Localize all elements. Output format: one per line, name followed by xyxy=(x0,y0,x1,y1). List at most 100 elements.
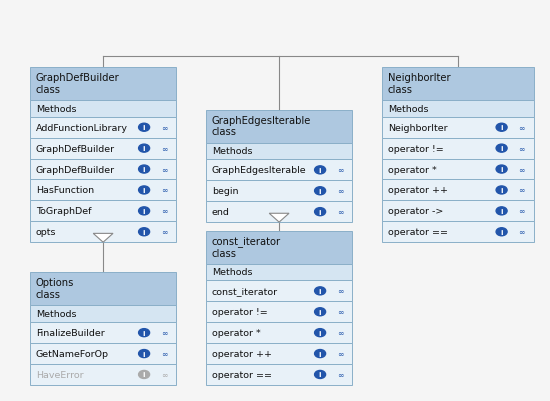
Text: i: i xyxy=(143,372,145,377)
Text: operator ++: operator ++ xyxy=(388,186,448,195)
Circle shape xyxy=(139,124,150,132)
Text: i: i xyxy=(500,188,503,193)
Text: i: i xyxy=(143,229,145,235)
Text: ∞: ∞ xyxy=(161,186,167,195)
Text: const_iterator: const_iterator xyxy=(212,287,278,296)
Circle shape xyxy=(496,228,507,236)
Text: ∞: ∞ xyxy=(337,328,343,337)
Bar xyxy=(382,180,534,201)
Polygon shape xyxy=(270,214,289,223)
Text: ∞: ∞ xyxy=(337,349,343,358)
Text: ∞: ∞ xyxy=(337,208,343,217)
Text: GraphDefBuilder: GraphDefBuilder xyxy=(36,144,115,153)
Text: begin: begin xyxy=(212,187,238,196)
Text: GraphDefBuilder
class: GraphDefBuilder class xyxy=(36,73,119,94)
Text: Methods: Methods xyxy=(388,105,428,113)
Bar xyxy=(206,264,352,281)
Circle shape xyxy=(315,308,326,316)
Text: ∞: ∞ xyxy=(337,287,343,296)
Text: GraphEdgesIterable
class: GraphEdgesIterable class xyxy=(212,115,311,137)
Circle shape xyxy=(139,207,150,215)
Text: end: end xyxy=(212,208,230,217)
Text: ∞: ∞ xyxy=(518,165,525,174)
Circle shape xyxy=(496,186,507,194)
Circle shape xyxy=(315,166,326,174)
Text: ∞: ∞ xyxy=(337,370,343,379)
Circle shape xyxy=(496,124,507,132)
Text: ∞: ∞ xyxy=(161,207,167,216)
Circle shape xyxy=(496,145,507,153)
Text: ∞: ∞ xyxy=(161,124,167,132)
Text: i: i xyxy=(500,146,503,152)
Bar xyxy=(30,364,176,385)
Text: i: i xyxy=(500,125,503,131)
Text: GetNameForOp: GetNameForOp xyxy=(36,349,109,358)
Bar xyxy=(382,117,534,138)
Bar xyxy=(206,181,352,202)
Text: Options
class: Options class xyxy=(36,277,74,299)
Text: FinalizeBuilder: FinalizeBuilder xyxy=(36,328,104,337)
Circle shape xyxy=(496,166,507,174)
Text: operator ==: operator == xyxy=(212,370,272,379)
Text: Methods: Methods xyxy=(36,310,76,318)
Text: i: i xyxy=(143,146,145,152)
Circle shape xyxy=(139,371,150,379)
Text: AddFunctionLibrary: AddFunctionLibrary xyxy=(36,124,128,132)
Circle shape xyxy=(139,186,150,194)
Text: GraphEdgesIterable: GraphEdgesIterable xyxy=(212,166,306,175)
Bar xyxy=(382,138,534,159)
Text: ∞: ∞ xyxy=(161,144,167,153)
Text: operator !=: operator != xyxy=(388,144,443,153)
Bar xyxy=(206,160,352,181)
Bar xyxy=(382,68,534,101)
Circle shape xyxy=(139,329,150,337)
Bar xyxy=(206,110,352,143)
Circle shape xyxy=(315,350,326,358)
Circle shape xyxy=(139,145,150,153)
Circle shape xyxy=(496,207,507,215)
Text: i: i xyxy=(500,209,503,214)
Text: operator ++: operator ++ xyxy=(212,349,272,358)
Text: NeighborIter
class: NeighborIter class xyxy=(388,73,450,94)
Bar xyxy=(206,322,352,343)
Bar xyxy=(382,222,534,243)
Bar xyxy=(206,281,352,302)
Text: i: i xyxy=(319,309,321,315)
Circle shape xyxy=(315,371,326,379)
Text: ∞: ∞ xyxy=(161,165,167,174)
Bar xyxy=(206,343,352,364)
Bar xyxy=(30,201,176,222)
Bar xyxy=(30,222,176,243)
Text: ∞: ∞ xyxy=(518,207,525,216)
Circle shape xyxy=(315,329,326,337)
Text: ∞: ∞ xyxy=(161,328,167,337)
Circle shape xyxy=(139,228,150,236)
Bar xyxy=(30,180,176,201)
Text: i: i xyxy=(143,351,145,356)
Bar xyxy=(30,159,176,180)
Text: operator !=: operator != xyxy=(212,308,267,316)
Text: operator ==: operator == xyxy=(388,228,448,237)
Bar xyxy=(206,364,352,385)
Bar xyxy=(30,273,176,306)
Bar xyxy=(30,68,176,101)
Text: ∞: ∞ xyxy=(161,349,167,358)
Bar xyxy=(382,201,534,222)
Text: i: i xyxy=(319,168,321,173)
Bar xyxy=(206,143,352,160)
Text: ∞: ∞ xyxy=(518,124,525,132)
Circle shape xyxy=(315,287,326,295)
Text: ∞: ∞ xyxy=(337,308,343,316)
Text: ∞: ∞ xyxy=(161,370,167,379)
Circle shape xyxy=(139,166,150,174)
Text: ∞: ∞ xyxy=(161,228,167,237)
Text: i: i xyxy=(319,372,321,377)
Text: HaveError: HaveError xyxy=(36,370,84,379)
Text: Methods: Methods xyxy=(36,105,76,113)
Text: i: i xyxy=(143,209,145,214)
Bar xyxy=(206,231,352,264)
Text: ∞: ∞ xyxy=(518,186,525,195)
Text: opts: opts xyxy=(36,228,56,237)
Text: i: i xyxy=(500,229,503,235)
Text: i: i xyxy=(500,167,503,172)
